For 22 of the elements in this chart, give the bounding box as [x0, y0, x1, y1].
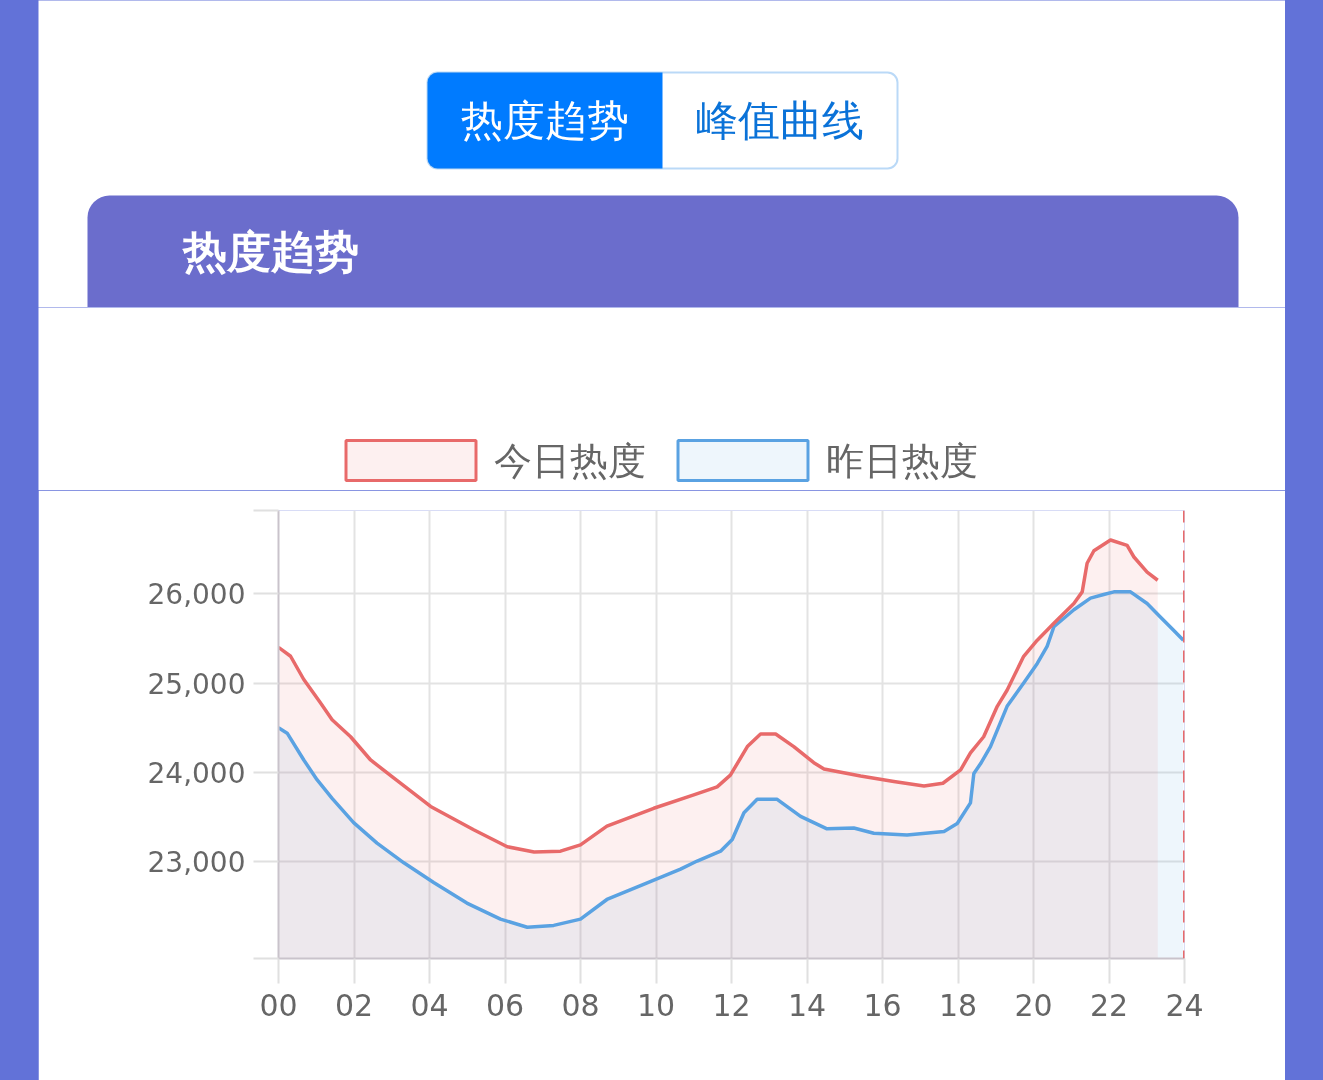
- x-tick-label: 10: [636, 987, 676, 1023]
- x-tick-label: 18: [938, 987, 978, 1023]
- x-tick-label: 24: [1165, 987, 1204, 1023]
- x-tick-label: 00: [259, 987, 298, 1023]
- y-tick-label: 24,000: [147, 757, 246, 790]
- text: 热度趋势: [461, 96, 629, 145]
- text: 峰值曲线: [696, 96, 864, 145]
- y-tick-label: 23,000: [147, 846, 246, 880]
- x-tick-label: 02: [334, 987, 374, 1023]
- y-tick-label: 26,000: [147, 578, 246, 612]
- x-tick-label: 20: [1014, 987, 1053, 1023]
- x-tick-label: 14: [787, 987, 827, 1023]
- x-tick-label: 06: [485, 987, 525, 1023]
- legend-label: 今日热度: [494, 438, 646, 483]
- y-tick-label: 25,000: [147, 667, 246, 701]
- x-tick-label: 08: [561, 987, 600, 1023]
- x-tick-label: 12: [712, 987, 751, 1023]
- x-tick-label: 04: [410, 987, 449, 1023]
- x-tick-label: 22: [1089, 987, 1129, 1023]
- x-tick-label: 16: [863, 987, 902, 1023]
- chart-title: 热度趋势: [181, 226, 359, 277]
- legend-label: 昨日热度: [826, 438, 978, 483]
